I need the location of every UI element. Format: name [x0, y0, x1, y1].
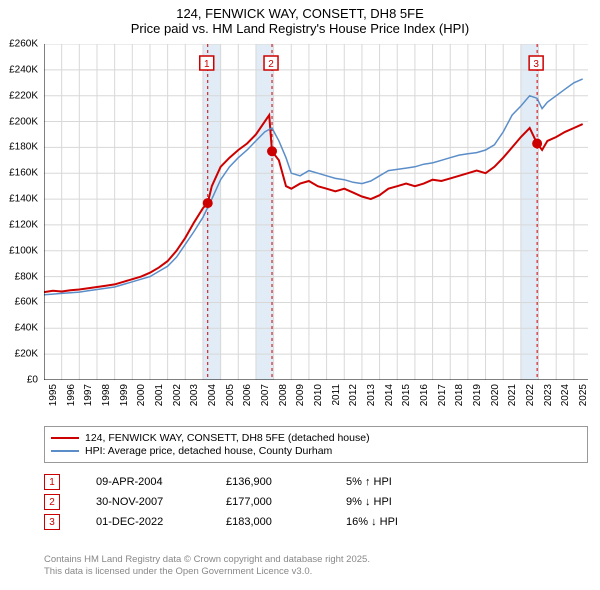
y-tick-label: £0 [27, 375, 38, 386]
y-tick-label: £240K [9, 64, 38, 75]
y-tick-label: £60K [15, 297, 38, 308]
marker-date: 01-DEC-2022 [96, 516, 226, 528]
chart-plot-area: 1 2 3 [44, 44, 588, 380]
footer-attribution: Contains HM Land Registry data © Crown c… [44, 554, 588, 578]
x-tick-label: 2013 [366, 384, 377, 406]
legend-swatch [51, 437, 79, 439]
x-tick-label: 2018 [454, 384, 465, 406]
marker-price: £136,900 [226, 476, 346, 488]
marker-pct: 9% ↓ HPI [346, 496, 476, 508]
y-tick-label: £100K [9, 245, 38, 256]
footer-line1: Contains HM Land Registry data © Crown c… [44, 554, 588, 566]
chart-svg: 1 2 3 [44, 44, 588, 380]
y-tick-label: £180K [9, 142, 38, 153]
x-tick-label: 2025 [578, 384, 589, 406]
marker-pct: 5% ↑ HPI [346, 476, 476, 488]
y-tick-label: £40K [15, 323, 38, 334]
x-tick-label: 2011 [331, 384, 342, 406]
footer-line2: This data is licensed under the Open Gov… [44, 566, 588, 578]
x-tick-label: 2012 [348, 384, 359, 406]
y-tick-label: £140K [9, 194, 38, 205]
x-tick-label: 2004 [207, 384, 218, 406]
x-tick-label: 1997 [83, 384, 94, 406]
x-tick-label: 2008 [278, 384, 289, 406]
x-tick-label: 2020 [490, 384, 501, 406]
x-tick-label: 2000 [136, 384, 147, 406]
svg-text:2: 2 [268, 59, 274, 70]
marker-row: 3 01-DEC-2022£183,00016% ↓ HPI [44, 514, 588, 530]
x-tick-label: 1995 [48, 384, 59, 406]
title-block: 124, FENWICK WAY, CONSETT, DH8 5FE Price… [0, 0, 600, 38]
x-tick-label: 2006 [242, 384, 253, 406]
x-axis-labels: 1995 1996 1997 1998 1999 2000 2001 2002 2003 2004… [44, 384, 588, 424]
y-tick-label: £80K [15, 271, 38, 282]
x-tick-label: 2007 [260, 384, 271, 406]
y-tick-label: £120K [9, 219, 38, 230]
y-tick-label: £200K [9, 116, 38, 127]
x-tick-label: 2023 [543, 384, 554, 406]
y-tick-label: £260K [9, 39, 38, 50]
x-tick-label: 2019 [472, 384, 483, 406]
x-tick-label: 2003 [189, 384, 200, 406]
chart-container: 124, FENWICK WAY, CONSETT, DH8 5FE Price… [0, 0, 600, 590]
x-tick-label: 2022 [525, 384, 536, 406]
legend-item: 124, FENWICK WAY, CONSETT, DH8 5FE (deta… [51, 432, 581, 444]
markers-table: 1 09-APR-2004£136,9005% ↑ HPI 2 30-NOV-2007… [44, 470, 588, 534]
x-tick-label: 2016 [419, 384, 430, 406]
title-line2: Price paid vs. HM Land Registry's House … [0, 21, 600, 36]
x-tick-label: 2024 [560, 384, 571, 406]
x-tick-label: 2017 [437, 384, 448, 406]
legend-label: HPI: Average price, detached house, Coun… [85, 445, 332, 457]
y-axis-labels: £0£20K£40K£60K£80K£100K£120K£140K£160K£1… [0, 44, 40, 380]
marker-row: 2 30-NOV-2007£177,0009% ↓ HPI [44, 494, 588, 510]
svg-text:3: 3 [533, 59, 539, 70]
legend-label: 124, FENWICK WAY, CONSETT, DH8 5FE (deta… [85, 432, 370, 444]
marker-badge: 2 [44, 494, 60, 510]
marker-badge: 1 [44, 474, 60, 490]
y-tick-label: £160K [9, 168, 38, 179]
x-tick-label: 2021 [507, 384, 518, 406]
x-tick-label: 1996 [66, 384, 77, 406]
x-tick-label: 2015 [401, 384, 412, 406]
marker-badge: 3 [44, 514, 60, 530]
marker-price: £183,000 [226, 516, 346, 528]
legend-box: 124, FENWICK WAY, CONSETT, DH8 5FE (deta… [44, 426, 588, 463]
x-tick-label: 2009 [295, 384, 306, 406]
x-tick-label: 2001 [154, 384, 165, 406]
title-line1: 124, FENWICK WAY, CONSETT, DH8 5FE [0, 6, 600, 21]
svg-text:1: 1 [204, 59, 210, 70]
x-tick-label: 2005 [225, 384, 236, 406]
y-tick-label: £20K [15, 349, 38, 360]
x-tick-label: 2002 [172, 384, 183, 406]
x-tick-label: 1999 [119, 384, 130, 406]
marker-date: 30-NOV-2007 [96, 496, 226, 508]
marker-date: 09-APR-2004 [96, 476, 226, 488]
y-tick-label: £220K [9, 90, 38, 101]
marker-price: £177,000 [226, 496, 346, 508]
x-tick-label: 1998 [101, 384, 112, 406]
legend-swatch [51, 450, 79, 452]
marker-pct: 16% ↓ HPI [346, 516, 476, 528]
x-tick-label: 2010 [313, 384, 324, 406]
legend-item: HPI: Average price, detached house, Coun… [51, 445, 581, 457]
x-tick-label: 2014 [384, 384, 395, 406]
marker-row: 1 09-APR-2004£136,9005% ↑ HPI [44, 474, 588, 490]
